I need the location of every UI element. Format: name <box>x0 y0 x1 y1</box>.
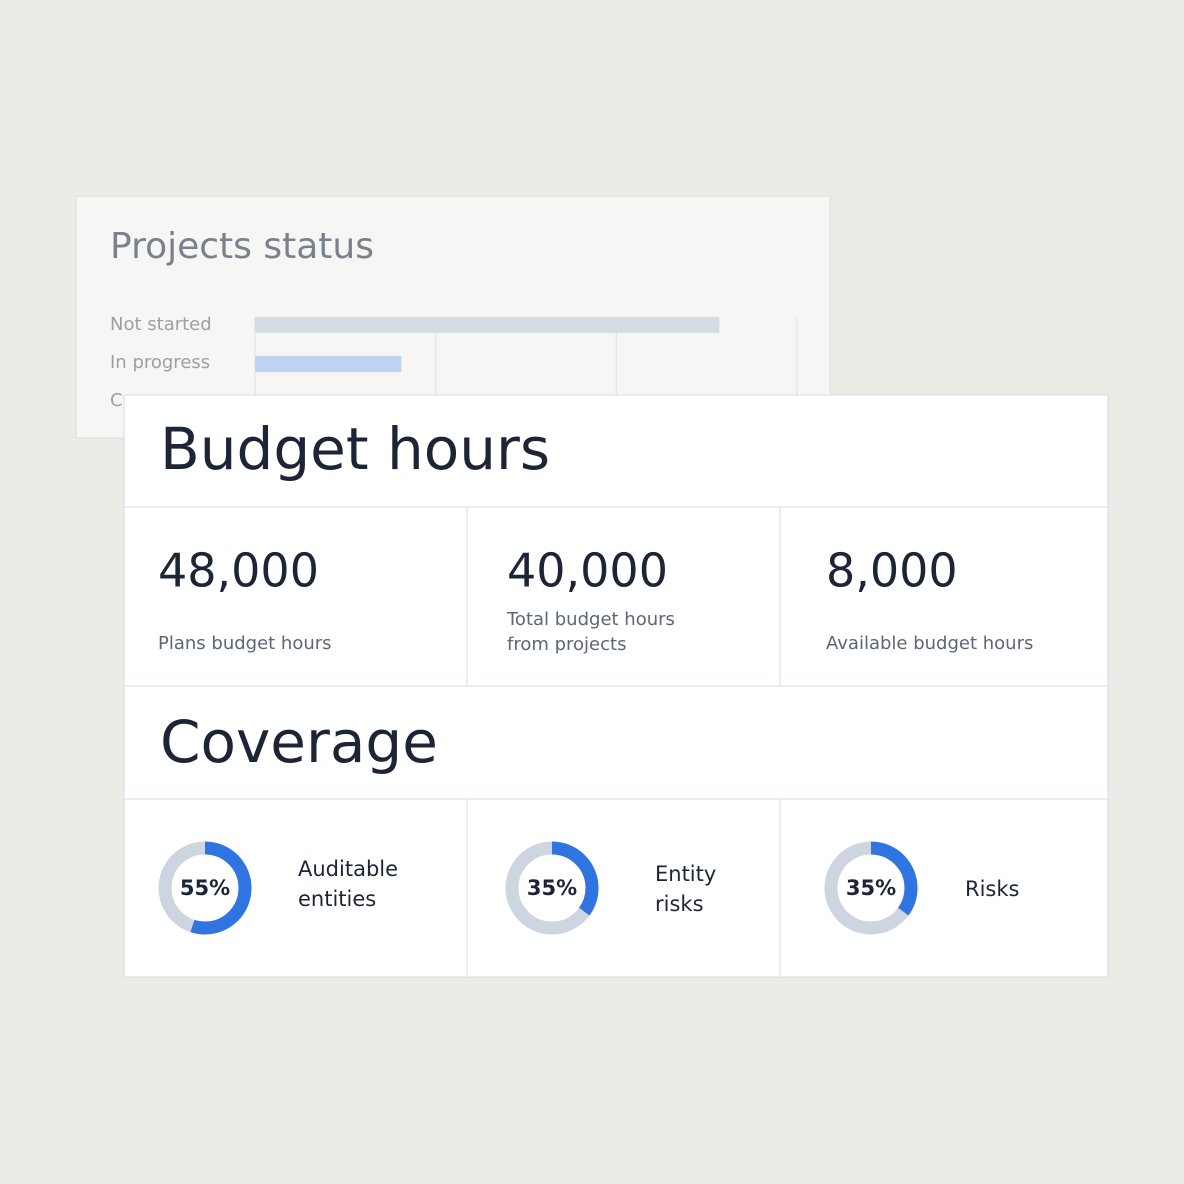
donut-arc <box>824 841 918 935</box>
stat-value: 40,000 <box>507 544 668 598</box>
bar <box>255 356 402 372</box>
category-label: Not started <box>110 314 212 335</box>
donut-arc <box>158 841 252 935</box>
category-label: In progress <box>110 352 210 373</box>
stat-label: Total budget hours <box>506 609 675 630</box>
donut-label: 35% <box>527 876 577 900</box>
category-label: Entity <box>655 862 716 886</box>
stat-value: 48,000 <box>158 544 319 598</box>
category-label: entities <box>298 887 376 911</box>
category-label: Risks <box>965 877 1019 901</box>
donut-label: 35% <box>846 876 896 900</box>
stat-value: 8,000 <box>826 544 958 598</box>
stat-label: Plans budget hours <box>158 633 332 654</box>
stat-label: Available budget hours <box>826 633 1033 654</box>
category-label: C <box>110 390 123 411</box>
stat-label: from projects <box>507 634 626 655</box>
budget-title: Budget hours <box>160 415 550 483</box>
category-label: Auditable <box>298 857 398 881</box>
projects-title: Projects status <box>110 226 374 267</box>
category-label: risks <box>655 892 704 916</box>
coverage-title: Coverage <box>160 708 438 776</box>
bar <box>255 317 720 333</box>
donut-arc <box>505 841 599 935</box>
donut-label: 55% <box>180 876 230 900</box>
